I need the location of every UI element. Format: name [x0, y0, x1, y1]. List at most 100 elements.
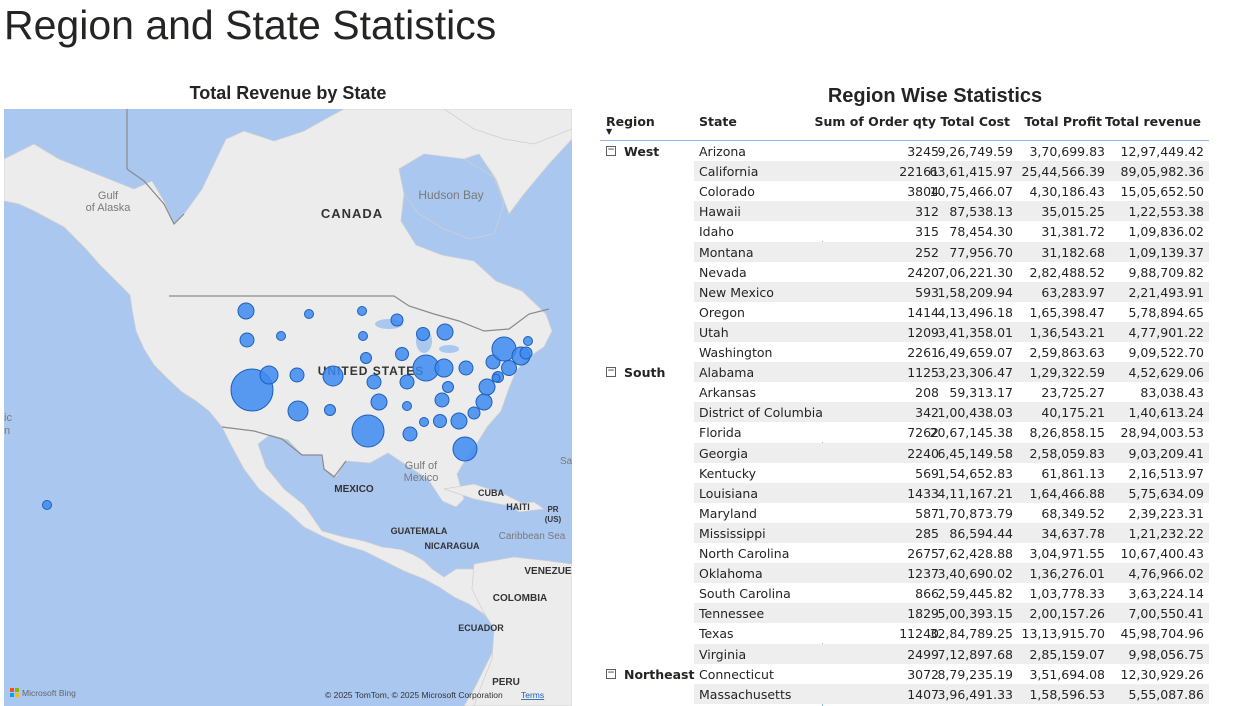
cell-total-cost: 3,41,358.01 [937, 324, 1013, 340]
state-bubble-indiana[interactable] [434, 358, 454, 378]
state-bubble-minnesota[interactable] [390, 313, 404, 327]
table-row[interactable]: South Carolina 866 2,59,445.82 1,03,778.33 3… [600, 583, 1212, 604]
table-row[interactable]: Louisiana 1433 4,11,167.21 1,64,466.88 5,75,… [600, 482, 1212, 503]
cell-total-profit: 35,015.25 [1041, 204, 1105, 220]
sort-desc-icon[interactable]: ▼ [606, 127, 613, 136]
state-bubble-oklahoma[interactable] [370, 393, 388, 411]
table-row[interactable]: Nevada 2420 7,06,221.30 2,82,488.52 9,88,709… [600, 261, 1212, 282]
table-row[interactable]: Hawaii 312 87,538.13 35,015.25 1,22,553.38 [600, 201, 1212, 222]
map-label-haiti: HAITI [506, 502, 530, 512]
table-row[interactable]: Kentucky 569 1,54,652.83 61,861.13 2,16,513.… [600, 462, 1212, 483]
map-label-gulf-alaska-1: Gulf [98, 190, 119, 202]
state-bubble-idaho[interactable] [276, 331, 286, 341]
state-bubble-dc[interactable] [491, 373, 501, 383]
state-bubble-tennessee[interactable] [434, 392, 450, 408]
table-row[interactable]: North Carolina 2675 7,62,428.88 3,04,971.55… [600, 543, 1212, 564]
row-stripe [694, 422, 1209, 443]
cell-total-revenue: 9,88,709.82 [1128, 264, 1204, 280]
table-row[interactable]: Maryland 587 1,70,873.79 68,349.52 2,39,223.… [600, 502, 1212, 523]
state-bubble-nevada[interactable] [259, 365, 279, 385]
state-bubble-ohio[interactable] [458, 360, 474, 376]
state-bubble-utah[interactable] [289, 367, 305, 383]
state-bubble-new-jersey[interactable] [501, 360, 517, 376]
cell-order-qty: 315 [915, 224, 939, 240]
cell-total-cost: 4,13,496.18 [937, 304, 1013, 320]
col-header-order-qty[interactable]: Sum of Order qty [814, 114, 936, 129]
map-terms-link[interactable]: Terms [521, 690, 544, 700]
cell-total-cost: 63,61,415.97 [929, 164, 1014, 180]
state-bubble-oregon[interactable] [237, 302, 255, 320]
table-row[interactable]: New Mexico 593 1,58,209.94 63,283.97 2,21,49… [600, 281, 1212, 302]
table-row[interactable]: Arkansas 208 59,313.17 23,725.27 83,038.43 [600, 382, 1212, 403]
table-row[interactable]: Washington 2261 6,49,659.07 2,59,863.63 9,09… [600, 342, 1212, 363]
state-bubble-florida[interactable] [452, 436, 478, 462]
table-row[interactable]: District of Columbia 342 1,00,438.03 40,175… [600, 402, 1212, 423]
table-row[interactable]: Idaho 315 78,454.30 31,381.72 1,09,836.02 [600, 221, 1212, 242]
col-header-total-cost[interactable]: Total Cost [940, 114, 1010, 129]
state-bubble-louisiana[interactable] [402, 426, 418, 442]
state-bubble-wisconsin[interactable] [416, 327, 430, 341]
state-bubble-iowa[interactable] [395, 347, 409, 361]
table-row[interactable]: California 22161 63,61,415.97 25,44,566.39 8… [600, 161, 1212, 182]
state-bubble-virginia[interactable] [478, 378, 496, 396]
state-bubble-south-dakota[interactable] [358, 331, 368, 341]
state-bubble-south-carolina[interactable] [467, 406, 481, 420]
col-header-state[interactable]: State [699, 114, 737, 129]
col-header-region[interactable]: Region [606, 114, 655, 129]
state-bubble-nebraska[interactable] [360, 352, 372, 364]
table-row[interactable]: Colorado 3804 10,75,466.07 4,30,186.43 15,05… [600, 181, 1212, 202]
table-row[interactable]: Massachusetts 1407 3,96,491.33 1,58,596.53 5… [600, 683, 1212, 704]
state-bubble-alabama[interactable] [433, 414, 447, 428]
cell-order-qty: 312 [915, 204, 939, 220]
table-row[interactable]: Mississippi 285 86,594.44 34,637.78 1,21,232… [600, 522, 1212, 543]
cell-total-profit: 1,29,322.59 [1029, 365, 1105, 381]
table-row[interactable]: Tennessee 1829 5,00,393.15 2,00,157.26 7,00,… [600, 603, 1212, 624]
table-row[interactable]: Montana 252 77,956.70 31,182.68 1,09,139.37 [600, 241, 1212, 262]
state-bubble-texas[interactable] [351, 414, 385, 448]
state-bubble-arkansas[interactable] [402, 401, 412, 411]
state-bubble-georgia[interactable] [450, 412, 468, 430]
table-row[interactable]: Oklahoma 1237 3,40,690.02 1,36,276.01 4,76,9… [600, 563, 1212, 584]
state-bubble-montana[interactable] [304, 309, 314, 319]
cell-total-revenue: 4,76,966.02 [1128, 566, 1204, 582]
collapse-toggle-icon[interactable]: − [606, 145, 616, 156]
table-row[interactable]: Florida 7262 20,67,145.38 8,26,858.15 28,94,… [600, 422, 1212, 443]
table-row[interactable]: Texas 11240 32,84,789.25 13,13,915.70 45,98,… [600, 623, 1212, 644]
cell-state: Oregon [699, 304, 745, 320]
cell-total-cost: 6,49,659.07 [937, 345, 1013, 360]
col-header-total-revenue[interactable]: Total revenue [1104, 114, 1201, 129]
table-row[interactable]: − South Alabama 1125 3,23,306.47 1,29,322.59 4… [600, 362, 1212, 383]
table-row[interactable]: Utah 1209 3,41,358.01 1,36,543.21 4,77,901.2… [600, 321, 1212, 342]
col-header-total-profit[interactable]: Total Profit [1024, 114, 1102, 129]
bing-logo: Microsoft Bing [10, 688, 76, 698]
state-bubble-missouri[interactable] [399, 374, 415, 390]
state-bubble-new-hampshire[interactable] [523, 336, 533, 346]
state-bubble-hawaii[interactable] [42, 500, 52, 510]
row-stripe [694, 301, 1209, 322]
state-bubble-mississippi[interactable] [419, 417, 429, 427]
table-row[interactable]: Georgia 2240 6,45,149.58 2,58,059.83 9,03,20… [600, 442, 1212, 463]
state-bubble-nevada-north[interactable] [239, 332, 255, 348]
table-row[interactable]: Oregon 1414 4,13,496.18 1,65,398.47 5,78,894… [600, 301, 1212, 322]
table-row[interactable]: − West Arizona 3245 9,26,749.59 3,70,699.83 12… [600, 141, 1212, 162]
state-bubble-michigan[interactable] [436, 323, 454, 341]
state-bubble-north-carolina[interactable] [475, 393, 493, 411]
collapse-toggle-icon[interactable]: − [606, 667, 616, 679]
state-bubble-colorado[interactable] [322, 365, 344, 387]
table-row[interactable]: Virginia 2499 7,12,897.68 2,85,159.07 9,98,0… [600, 643, 1212, 664]
collapse-toggle-icon[interactable]: − [606, 366, 616, 378]
region-stats-matrix[interactable]: Region ▼ State Sum of Order qty Total Co… [600, 110, 1212, 706]
cell-total-cost: 5,00,393.15 [937, 606, 1013, 622]
revenue-bubble-map[interactable]: Gulf of Alaska Hudson Bay Gulf of Mexico… [4, 109, 572, 706]
cell-order-qty: 2420 [907, 264, 939, 280]
cell-order-qty: 593 [915, 284, 939, 300]
state-bubble-arizona[interactable] [287, 400, 309, 422]
cell-total-profit: 34,637.78 [1041, 525, 1105, 541]
state-bubble-kansas[interactable] [366, 374, 382, 390]
state-bubble-north-dakota[interactable] [357, 306, 367, 316]
state-bubble-massachusetts[interactable] [519, 346, 533, 360]
state-bubble-kentucky[interactable] [442, 381, 454, 393]
table-row[interactable]: − Northeast Connecticut 3072 8,79,235.19 3,51… [600, 663, 1212, 684]
cell-total-cost: 1,70,873.79 [937, 505, 1013, 521]
state-bubble-new-mexico[interactable] [324, 404, 336, 416]
